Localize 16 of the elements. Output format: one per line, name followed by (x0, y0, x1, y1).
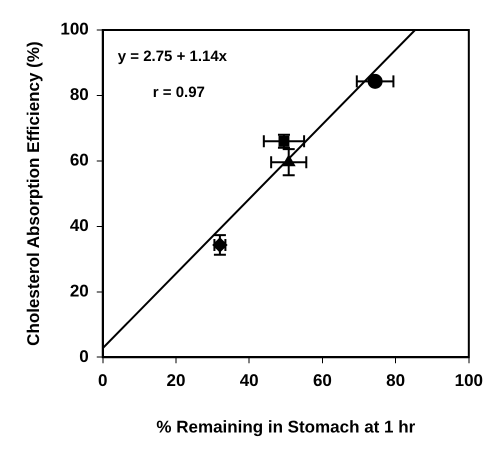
x-tick-label: 40 (240, 371, 259, 390)
y-tick-label: 0 (79, 346, 89, 366)
x-tick-label: 0 (98, 371, 108, 390)
x-tick-label: 100 (454, 371, 484, 390)
y-tick-label: 60 (70, 150, 89, 170)
annotation: r = 0.97 (152, 84, 205, 102)
y-tick-label: 100 (60, 20, 89, 39)
x-tick-label: 20 (166, 371, 186, 390)
y-tick-label: 40 (70, 216, 89, 236)
y-tick-label: 20 (70, 281, 89, 300)
x-axis-title: % Remaining in Stomach at 1 hr (156, 417, 416, 436)
annotation: y = 2.75 + 1.14x (118, 48, 228, 66)
x-tick-label: 80 (386, 371, 406, 390)
y-axis-title: Cholesterol Absorption Efficiency (%) (24, 41, 43, 346)
y-tick-label: 80 (70, 85, 89, 104)
x-tick-label: 60 (312, 371, 332, 390)
